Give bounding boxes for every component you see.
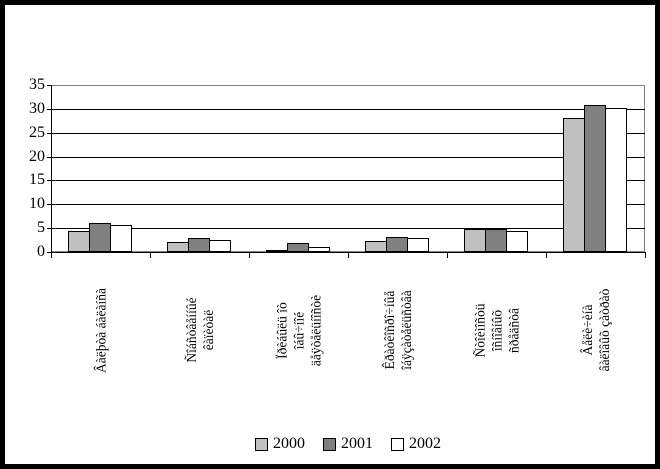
y-axis-label: 20 <box>29 148 45 165</box>
category-label: Êðàòêîñðî÷íûå îáÿçàòåëüñòâà <box>381 255 415 405</box>
category-label-line: âàëîâûõ çàòðàò <box>596 288 612 372</box>
category-label-line: Ñòîèìîñòü <box>472 303 487 357</box>
bar-2001-cat5 <box>484 229 507 252</box>
y-axis-tick <box>47 252 51 253</box>
x-axis-tick <box>546 252 547 258</box>
y-axis-label: 35 <box>29 76 45 93</box>
gridline <box>51 204 645 205</box>
y-axis-tick <box>47 180 51 181</box>
bar-2001-cat1 <box>88 223 111 252</box>
y-axis-tick <box>47 157 51 158</box>
x-axis-tick <box>249 252 250 258</box>
category-label: Âàëþòà áàëàíñà <box>92 255 109 405</box>
bar-chart: 0 5 10 15 20 25 30 35 Âàëþòà áàëàíñà Ñîáñòâåííûé ê… <box>5 5 655 464</box>
legend: 2000 2001 2002 <box>51 433 645 455</box>
y-axis-tick <box>47 204 51 205</box>
bar-2001-cat2 <box>187 238 210 252</box>
y-axis-label: 25 <box>29 124 45 141</box>
category-label: Ïðèáûëü îò îáû÷íîé äåÿòåëüíîñòè <box>273 255 324 405</box>
bar-2000-cat1 <box>67 231 90 252</box>
category-label-line: Âàëþòà áàëàíñà <box>93 287 108 373</box>
y-axis-label: 15 <box>29 171 45 188</box>
category-label-line: äåÿòåëüíîñòè <box>308 294 323 366</box>
gridline <box>51 133 645 134</box>
y-axis-label: 5 <box>37 219 45 236</box>
x-axis-tick <box>348 252 349 258</box>
category-label-line: Ïðèáûëü îò <box>274 301 289 359</box>
category-label-line: îáû÷íîé <box>291 311 306 349</box>
y-axis-tick <box>47 85 51 86</box>
gridline <box>51 157 645 158</box>
bar-2002-cat2 <box>208 240 231 252</box>
x-axis-tick <box>645 252 646 258</box>
bar-2001-cat6 <box>583 105 606 252</box>
legend-item-2002: 2002 <box>391 435 441 453</box>
legend-swatch-icon <box>391 437 404 451</box>
y-axis-tick <box>47 109 51 110</box>
bar-2002-cat1 <box>109 225 132 252</box>
legend-label: 2000 <box>273 435 305 452</box>
gridline <box>51 180 645 181</box>
category-label-line: îñíîâíûõ <box>489 309 504 351</box>
x-axis-tick <box>51 252 52 258</box>
y-axis <box>51 85 52 252</box>
y-axis-tick <box>47 133 51 134</box>
legend-swatch-icon <box>255 437 268 451</box>
bar-2002-cat3 <box>307 247 330 252</box>
category-label-line: îáÿçàòåëüñòâà <box>398 290 414 370</box>
x-axis-tick <box>150 252 151 258</box>
bar-2000-cat5 <box>463 229 486 252</box>
category-label-line: ñðåäñòâ <box>506 307 521 353</box>
legend-swatch-icon <box>323 437 336 451</box>
legend-item-2000: 2000 <box>255 435 305 453</box>
plot-area <box>51 85 645 252</box>
category-label-line: Âåëè÷èíà <box>579 304 595 356</box>
y-axis-label: 10 <box>29 195 45 212</box>
gridline <box>51 109 645 110</box>
y-axis-label: 0 <box>37 243 45 260</box>
gridline <box>51 228 645 229</box>
bar-2002-cat5 <box>505 231 528 252</box>
category-label: Ñòîèìîñòü îñíîâíûõ ñðåäñòâ <box>471 255 522 405</box>
y-axis-tick <box>47 228 51 229</box>
category-label-line: êàïèòàë <box>200 309 216 351</box>
bar-2002-cat4 <box>406 238 429 252</box>
x-axis-tick <box>447 252 448 258</box>
bar-2001-cat4 <box>385 237 408 252</box>
category-label-line: Ñîáñòâåííûé <box>183 297 199 363</box>
bar-2001-cat3 <box>286 243 309 252</box>
y-axis-label: 30 <box>29 100 45 117</box>
category-label: Âåëè÷èíà âàëîâûõ çàòðàò <box>579 255 613 405</box>
x-axis <box>51 252 645 253</box>
bar-2002-cat6 <box>604 108 627 252</box>
bar-2000-cat6 <box>562 118 585 252</box>
bar-2000-cat2 <box>166 242 189 252</box>
bar-2000-cat4 <box>364 241 387 252</box>
category-label-line: Êðàòêîñðî÷íûå <box>381 290 397 370</box>
legend-label: 2001 <box>341 435 373 452</box>
legend-label: 2002 <box>409 435 441 452</box>
legend-item-2001: 2001 <box>323 435 373 453</box>
category-label: Ñîáñòâåííûé êàïèòàë <box>183 255 217 405</box>
